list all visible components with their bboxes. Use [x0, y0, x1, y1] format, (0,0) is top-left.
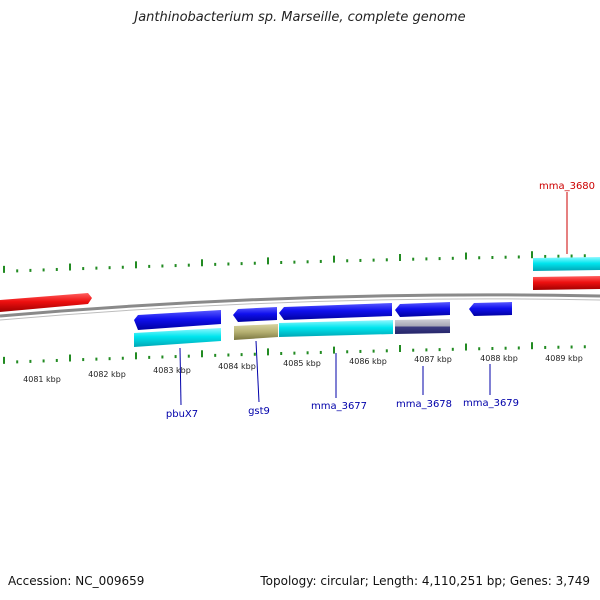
accession-text: Accession: NC_009659 — [8, 574, 145, 588]
gene-label-mma_3678[interactable]: mma_3678 — [396, 399, 452, 410]
gene-label-mma_3677[interactable]: mma_3677 — [311, 401, 367, 412]
gene-label-pbuX7[interactable]: pbuX7 — [166, 409, 198, 420]
gene-mma_3678-arrow[interactable] — [395, 302, 450, 317]
tick-label-4087: 4087 kbp — [414, 355, 452, 364]
gene-arrow-forward-left[interactable] — [0, 293, 92, 312]
callout-pbuX7 — [179, 347, 182, 406]
gene-pbuX7-cds[interactable] — [134, 328, 221, 347]
gene-label-mma_3680[interactable]: mma_3680 — [539, 181, 595, 192]
gene-pbuX7-arrow[interactable] — [134, 310, 221, 330]
genome-summary-text: Topology: circular; Length: 4,110,251 bp… — [260, 574, 590, 588]
tick-label-4082: 4082 kbp — [88, 370, 126, 379]
genome-backbone-inner — [0, 298, 600, 321]
gene-mma_3680-arrow[interactable] — [533, 276, 600, 290]
kbp-axis-labels: 4081 kbp 4082 kbp 4083 kbp 4084 kbp 4085… — [23, 354, 583, 384]
genome-backbone — [0, 293, 600, 318]
tick-label-4088: 4088 kbp — [480, 354, 518, 363]
gene-mma_3680-cds[interactable] — [533, 257, 600, 271]
gene-label-mma_3679[interactable]: mma_3679 — [463, 398, 519, 409]
genome-title: Janthinobacterium sp. Marseille, complet… — [134, 10, 466, 25]
gene-mma_3677-arrow[interactable] — [279, 303, 392, 320]
gene-gst9-cds[interactable] — [234, 324, 278, 340]
gc-tick-track-inner — [3, 342, 586, 364]
gene-mma_3678-cds[interactable] — [395, 319, 450, 334]
gene-label-gst9[interactable]: gst9 — [248, 406, 270, 417]
tick-label-4086: 4086 kbp — [349, 357, 387, 366]
gene-mma_3679-arrow[interactable] — [469, 302, 512, 316]
gene-mma_3677-cds[interactable] — [279, 320, 393, 337]
gc-tick-track-outer — [3, 251, 586, 273]
tick-label-4081: 4081 kbp — [23, 375, 61, 384]
tick-label-4089: 4089 kbp — [545, 354, 583, 363]
callout-gst9 — [255, 340, 260, 403]
gene-gst9-arrow[interactable] — [233, 307, 277, 322]
tick-label-4083: 4083 kbp — [153, 366, 191, 375]
tick-label-4084: 4084 kbp — [218, 362, 256, 371]
tick-label-4085: 4085 kbp — [283, 359, 321, 368]
